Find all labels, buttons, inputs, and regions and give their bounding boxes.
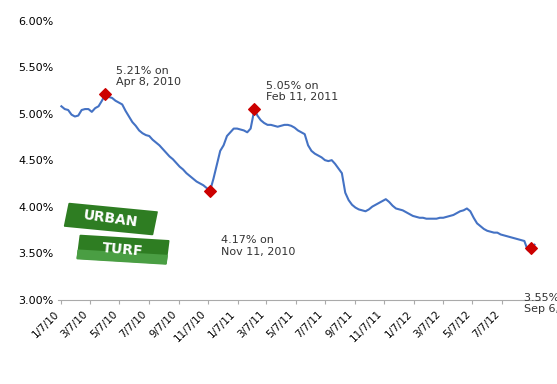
Text: 4.17% on
Nov 11, 2010: 4.17% on Nov 11, 2010 [221, 235, 296, 257]
Text: 3.55% on
Sep 6, 2012: 3.55% on Sep 6, 2012 [524, 293, 557, 314]
Text: TURF: TURF [102, 241, 144, 258]
FancyBboxPatch shape [76, 250, 168, 265]
FancyBboxPatch shape [62, 201, 159, 237]
Point [101, 91, 110, 97]
Point [527, 245, 536, 252]
Point [206, 188, 214, 194]
FancyBboxPatch shape [75, 233, 171, 266]
Point [250, 106, 259, 112]
Text: 5.05% on
Feb 11, 2011: 5.05% on Feb 11, 2011 [266, 81, 338, 102]
Text: 5.21% on
Apr 8, 2010: 5.21% on Apr 8, 2010 [116, 66, 182, 87]
Text: URBAN: URBAN [82, 208, 139, 230]
